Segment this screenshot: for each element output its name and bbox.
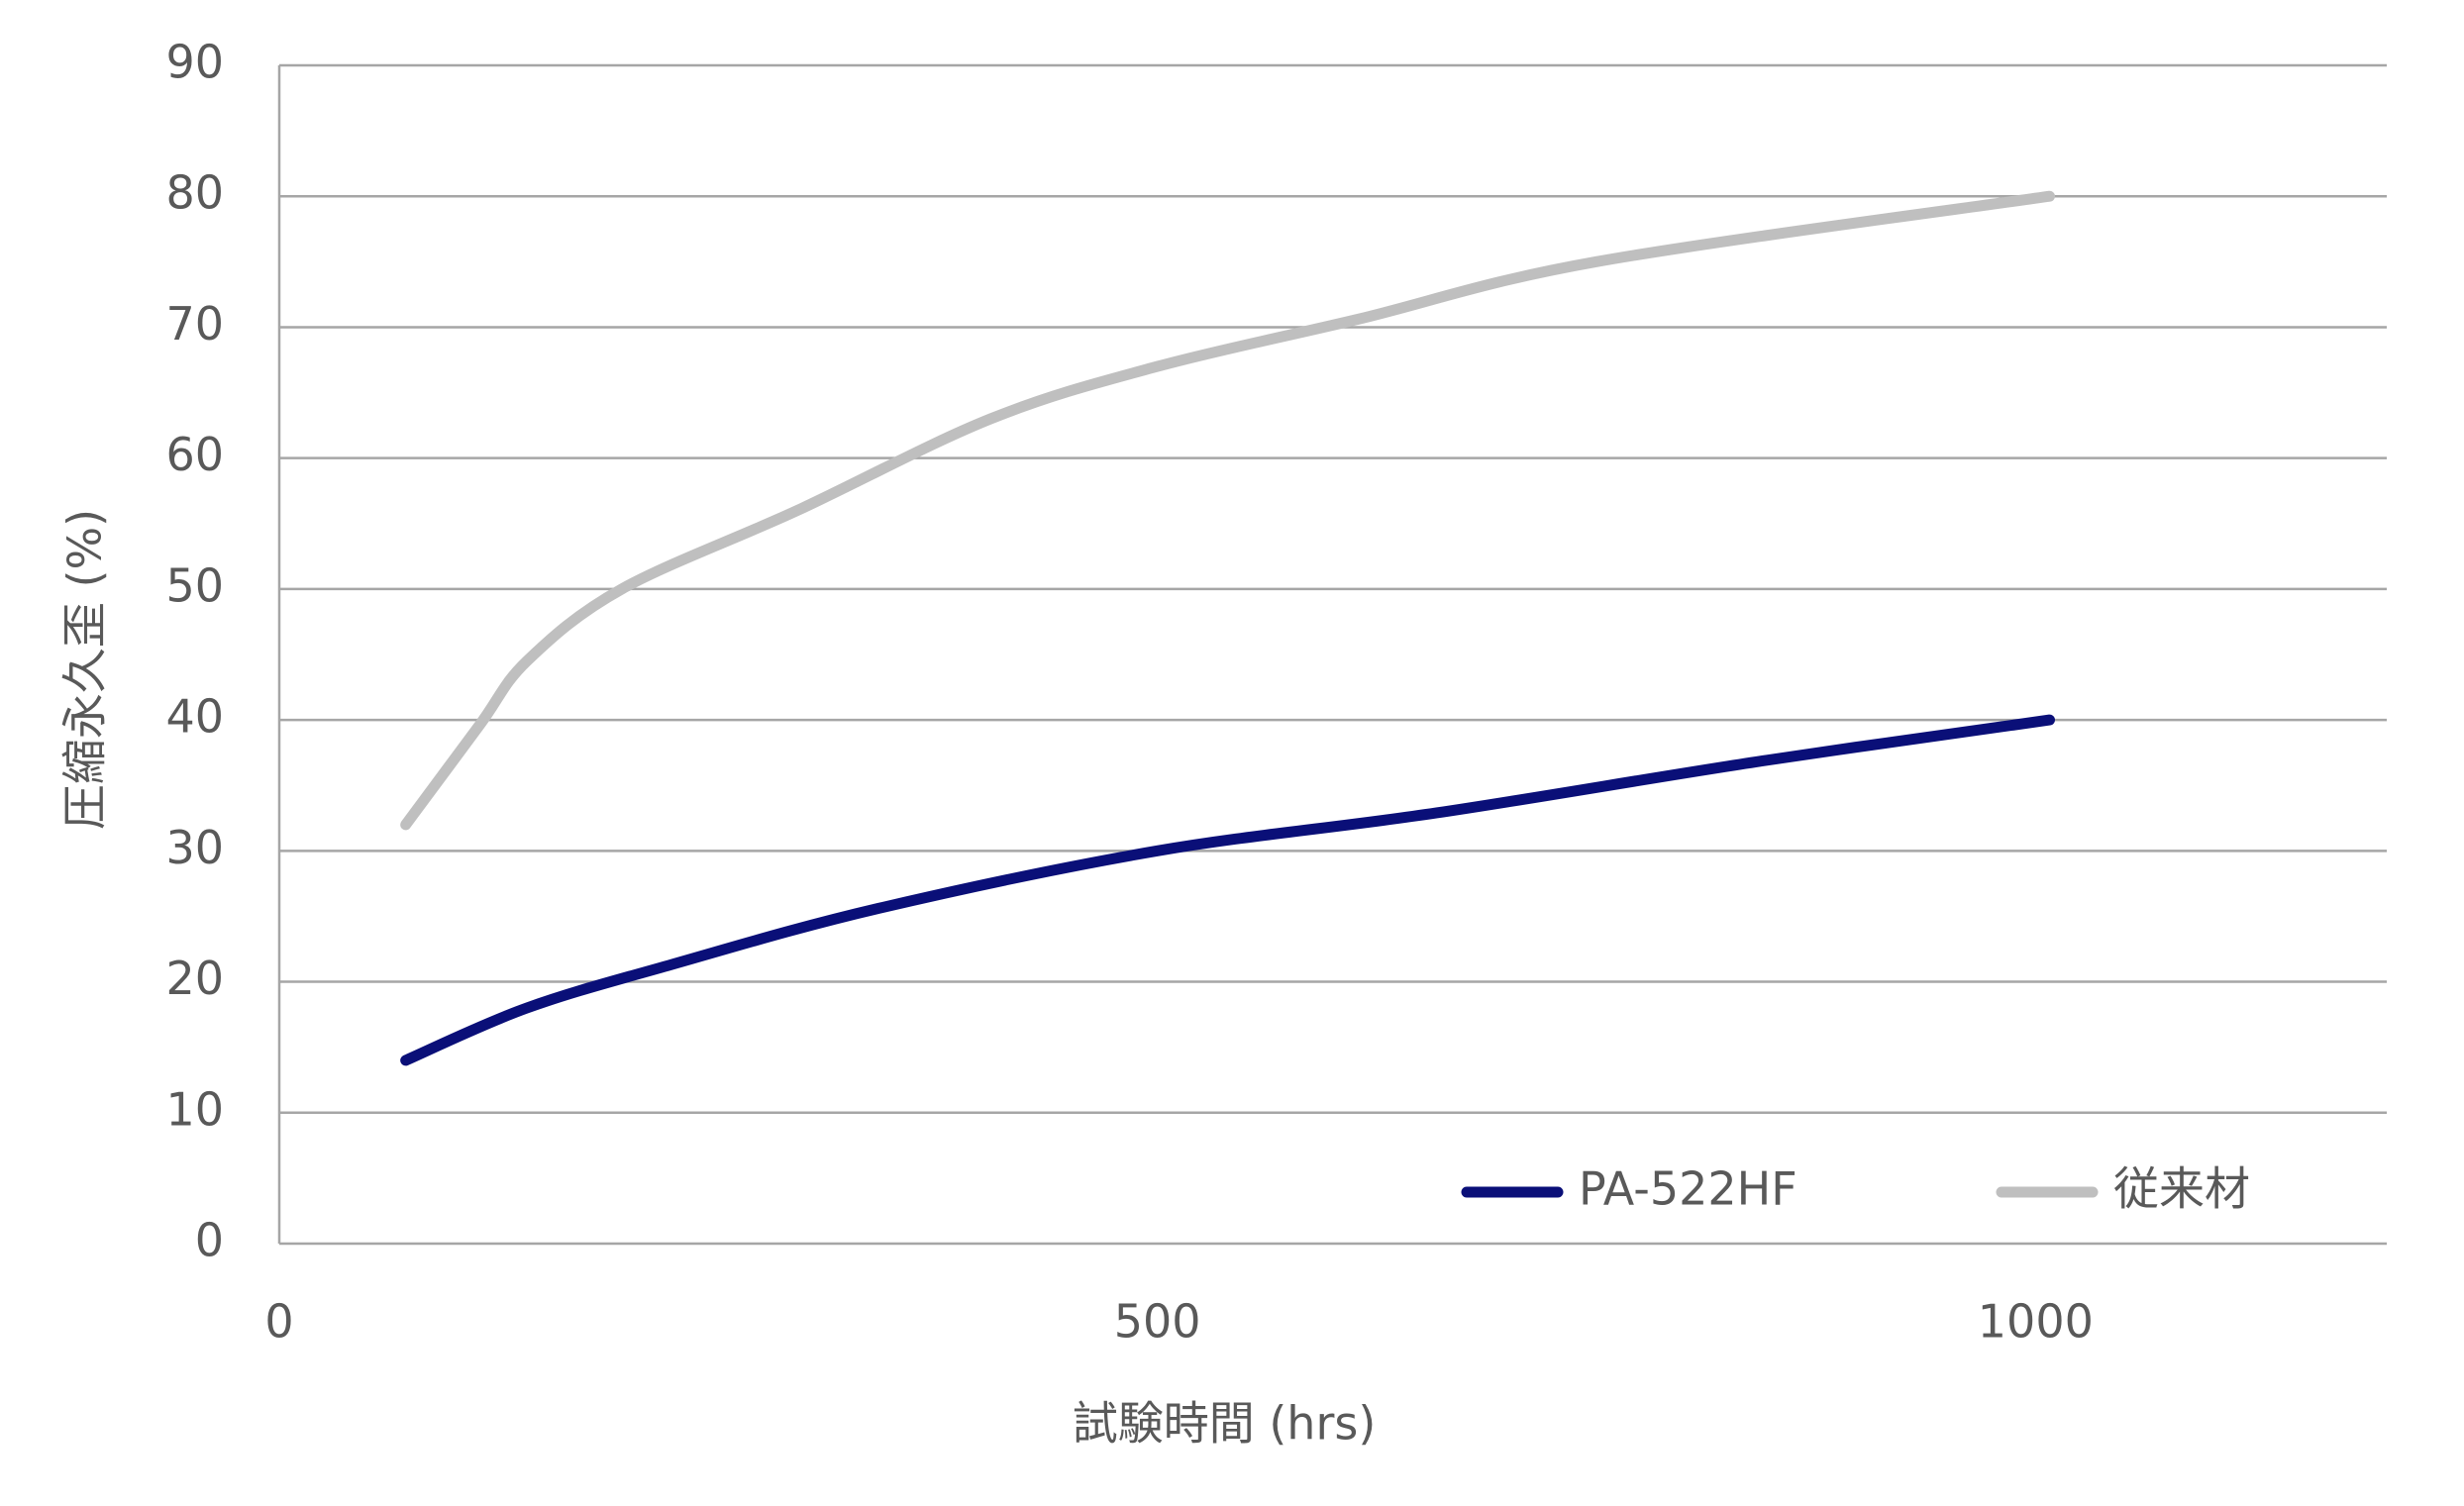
y-tick-label: 40 <box>165 690 224 744</box>
x-axis-label: 試験時間 (hrs) <box>1073 1397 1377 1451</box>
x-tick-label: 1000 <box>1978 1295 2094 1349</box>
line <box>400 714 2056 1066</box>
y-tick-label: 20 <box>165 952 224 1005</box>
y-tick-label: 70 <box>165 297 224 351</box>
x-tick-label: 0 <box>264 1295 293 1349</box>
y-tick-label: 30 <box>165 821 224 874</box>
y-axis-label: 圧縮永久歪 (%) <box>58 509 112 830</box>
line <box>400 190 2056 831</box>
y-tick-label: 50 <box>165 558 224 612</box>
y-tick-label: 0 <box>195 1214 224 1267</box>
y-tick-label: 60 <box>165 428 224 481</box>
legend-label: PA-522HF <box>1579 1162 1797 1216</box>
y-tick-label: 90 <box>165 36 224 89</box>
legend-label: 従来材 <box>2113 1162 2250 1216</box>
y-tick-label: 10 <box>165 1082 224 1136</box>
y-tick-label: 80 <box>165 166 224 220</box>
x-tick-label: 500 <box>1114 1295 1201 1349</box>
